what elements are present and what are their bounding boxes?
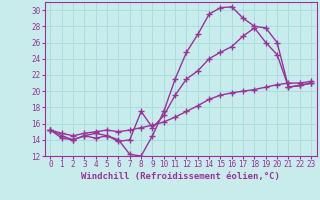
X-axis label: Windchill (Refroidissement éolien,°C): Windchill (Refroidissement éolien,°C) (81, 172, 280, 181)
